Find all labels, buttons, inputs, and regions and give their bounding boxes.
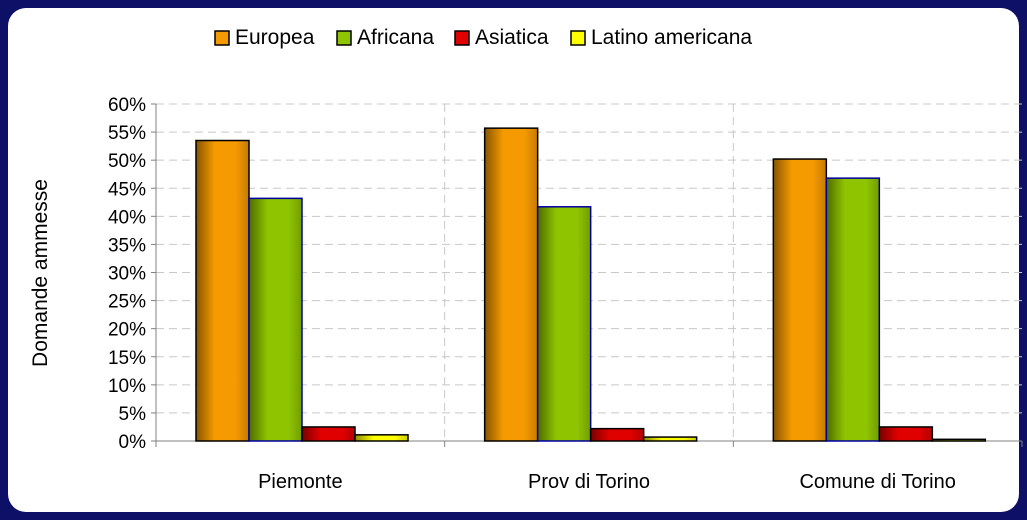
bar-asiatica (589, 427, 645, 442)
bar-latino-americana (354, 434, 409, 442)
bar-europea (483, 127, 539, 442)
legend-label: Asiatica (475, 26, 549, 49)
bar-africana (248, 197, 303, 442)
y-tick-label: 50% (108, 151, 146, 172)
y-tick-label: 55% (108, 123, 146, 144)
legend-label: Latino americana (591, 26, 752, 49)
y-tick-label: 45% (108, 179, 146, 200)
y-tick-label: 30% (108, 264, 146, 285)
legend-swatch (570, 30, 586, 46)
y-tick-label: 10% (108, 376, 146, 397)
x-tick-label: Comune di Torino (799, 471, 955, 493)
bar-africana (536, 206, 592, 442)
bar-europea (195, 139, 250, 442)
x-tick-label: Prov di Torino (528, 471, 650, 493)
legend-swatch (214, 30, 230, 46)
legend-swatch (454, 30, 470, 46)
legend-swatch (336, 30, 352, 46)
bar-africana (825, 177, 881, 442)
bar-latino-americana (642, 436, 698, 442)
x-tick-label: Piemonte (258, 471, 343, 493)
y-tick-label: 40% (108, 207, 146, 228)
bar-latino-americana (931, 438, 987, 442)
bar-europea (772, 158, 828, 442)
legend-label: Europea (235, 26, 315, 49)
y-tick-label: 20% (108, 320, 146, 341)
y-axis-title: Domande ammesse (29, 179, 52, 367)
y-tick-label: 0% (119, 432, 147, 453)
y-tick-label: 60% (108, 95, 146, 116)
y-tick-label: 15% (108, 348, 146, 369)
y-tick-label: 25% (108, 292, 146, 313)
bar-asiatica (301, 426, 356, 442)
y-tick-label: 35% (108, 235, 146, 256)
bar-asiatica (878, 426, 934, 442)
y-tick-label: 5% (119, 404, 147, 425)
legend-label: Africana (357, 26, 434, 49)
